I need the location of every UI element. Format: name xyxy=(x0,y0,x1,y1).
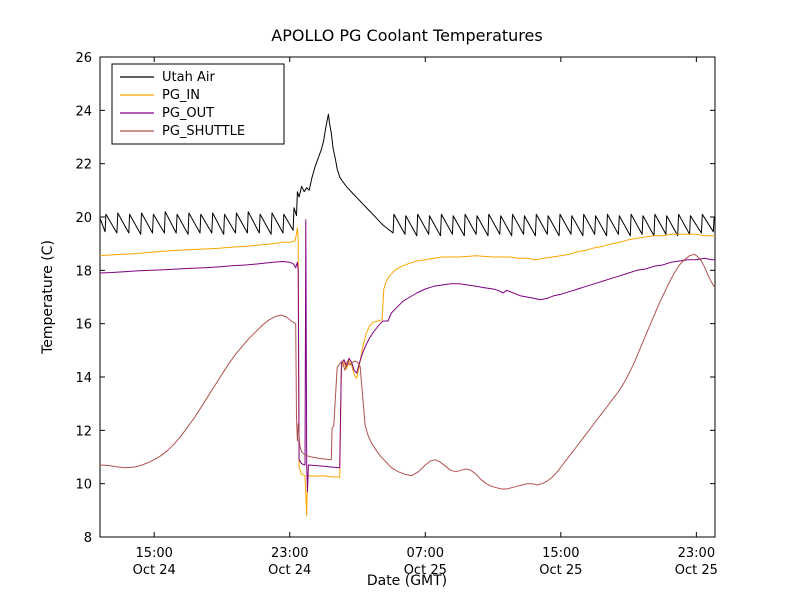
axes: 8 10 12 14 16 18 20 22 24 26 15:00 Oct 24 23:00 Oct 2… xyxy=(75,51,717,578)
y-tick-label: 26 xyxy=(75,51,92,66)
series-line-utah-air xyxy=(99,113,716,237)
series-line-pg_out xyxy=(99,219,715,493)
x-tick-date-label: Oct 25 xyxy=(539,563,582,578)
x-tick-date-label: Oct 24 xyxy=(268,563,311,578)
y-tick-label: 24 xyxy=(75,104,92,119)
series-lines xyxy=(99,113,716,517)
y-axis-label: Temperature (C) xyxy=(40,240,56,355)
y-tick-label: 14 xyxy=(75,371,92,386)
legend-label: Utah Air xyxy=(162,70,215,85)
y-tick-label: 10 xyxy=(75,478,92,493)
y-tick-label: 12 xyxy=(75,424,92,439)
legend-label: PG_OUT xyxy=(162,106,214,121)
x-tick-time-label: 15:00 xyxy=(135,546,172,561)
x-tick-date-label: Oct 25 xyxy=(675,563,718,578)
y-tick-label: 18 xyxy=(75,264,92,279)
x-tick-time-label: 07:00 xyxy=(407,546,444,561)
legend-label: PG_SHUTTLE xyxy=(162,124,245,139)
x-tick-time-label: 23:00 xyxy=(271,546,308,561)
plot-frame xyxy=(99,56,716,538)
x-tick-date-label: Oct 25 xyxy=(404,563,447,578)
x-tick-date-label: Oct 24 xyxy=(133,563,176,578)
y-tick-label: 8 xyxy=(84,531,92,546)
y-tick-label: 20 xyxy=(75,211,92,226)
y-tick-label: 16 xyxy=(75,318,92,333)
series-line-pg_in xyxy=(99,227,715,517)
chart-title: APOLLO PG Coolant Temperatures xyxy=(271,26,542,45)
y-tick-label: 22 xyxy=(75,158,92,173)
x-axis-label: Date (GMT) xyxy=(367,573,447,589)
legend: Utah Air PG_IN PG_OUT PG_SHUTTLE xyxy=(111,63,285,145)
legend-label: PG_IN xyxy=(162,88,200,103)
x-tick-time-label: 15:00 xyxy=(542,546,579,561)
series-line-pg_shuttle xyxy=(99,253,716,490)
x-tick-time-label: 23:00 xyxy=(678,546,715,561)
